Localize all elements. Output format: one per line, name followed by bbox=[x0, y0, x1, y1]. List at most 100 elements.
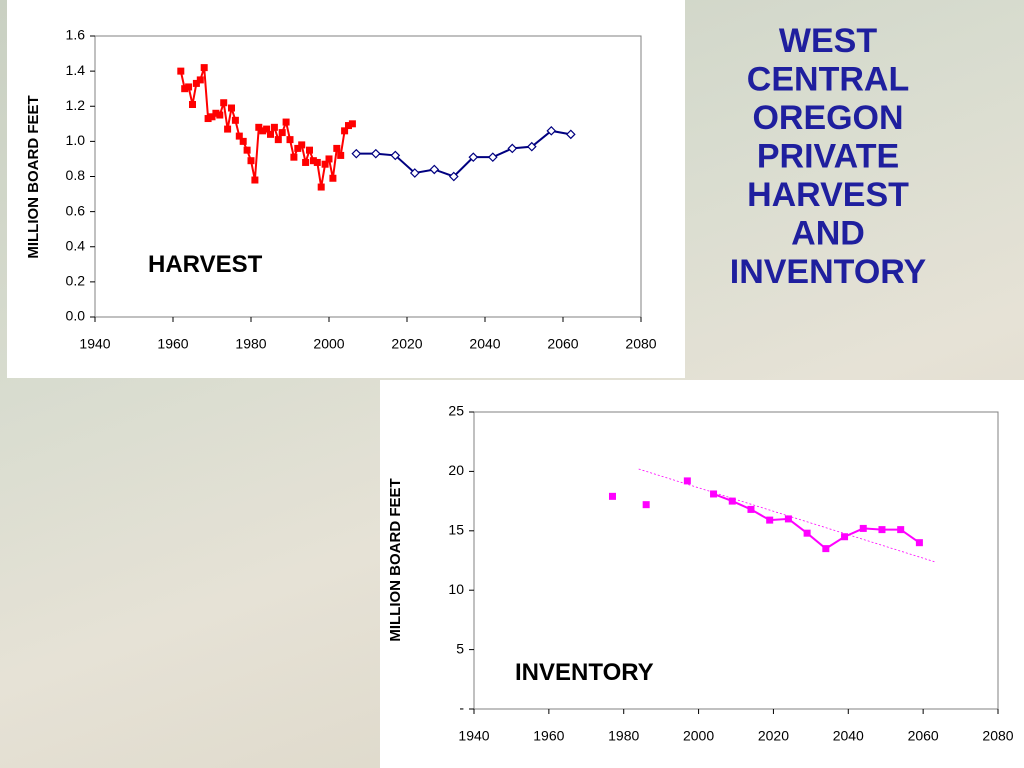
marker bbox=[278, 129, 286, 137]
x-tick-label: 2000 bbox=[313, 336, 344, 352]
marker bbox=[370, 148, 381, 159]
marker bbox=[196, 76, 204, 84]
marker bbox=[177, 67, 185, 75]
marker bbox=[429, 164, 440, 175]
marker bbox=[208, 113, 216, 121]
y-tick-label: - bbox=[459, 700, 464, 716]
marker bbox=[220, 99, 228, 107]
marker bbox=[263, 125, 271, 133]
marker bbox=[337, 151, 345, 159]
marker bbox=[341, 127, 349, 135]
marker bbox=[390, 150, 401, 161]
marker bbox=[185, 83, 193, 91]
x-tick-label: 2020 bbox=[391, 336, 422, 352]
marker bbox=[286, 136, 294, 144]
marker bbox=[897, 526, 905, 534]
marker bbox=[487, 152, 498, 163]
marker bbox=[348, 120, 356, 128]
marker bbox=[282, 118, 290, 126]
marker bbox=[526, 141, 537, 152]
marker bbox=[333, 144, 341, 152]
y-tick-label: 0.2 bbox=[66, 273, 86, 289]
y-tick-label: 1.2 bbox=[66, 97, 86, 113]
marker bbox=[822, 545, 830, 553]
marker bbox=[270, 123, 278, 131]
x-tick-label: 1940 bbox=[458, 728, 489, 744]
marker bbox=[298, 141, 306, 149]
y-tick-label: 5 bbox=[456, 640, 464, 656]
marker bbox=[859, 524, 867, 532]
y-tick-label: 25 bbox=[448, 403, 464, 419]
y-tick-label: 1.6 bbox=[66, 27, 86, 43]
y-tick-label: 0.4 bbox=[66, 237, 86, 253]
marker bbox=[321, 160, 329, 168]
marker bbox=[274, 136, 282, 144]
y-tick-label: 10 bbox=[448, 581, 464, 597]
marker bbox=[294, 144, 302, 152]
plot-area bbox=[473, 411, 999, 710]
marker bbox=[290, 153, 298, 161]
marker bbox=[448, 171, 459, 182]
y-axis-label: MILLION BOARD FEET bbox=[387, 478, 404, 641]
marker bbox=[915, 539, 923, 547]
marker bbox=[329, 174, 337, 182]
x-tick-label: 2080 bbox=[982, 728, 1013, 744]
marker bbox=[267, 130, 274, 138]
marker bbox=[306, 146, 313, 154]
marker bbox=[608, 492, 616, 500]
x-tick-label: 2060 bbox=[547, 336, 578, 352]
annotation: HARVEST bbox=[148, 251, 263, 278]
marker bbox=[255, 123, 263, 131]
x-tick-label: 1980 bbox=[235, 336, 266, 352]
plot-area bbox=[94, 35, 642, 318]
marker bbox=[546, 125, 557, 136]
marker bbox=[710, 490, 718, 498]
marker bbox=[841, 533, 849, 541]
annotation: INVENTORY bbox=[515, 659, 654, 686]
x-tick-label: 1960 bbox=[533, 728, 564, 744]
y-tick-label: 20 bbox=[448, 462, 464, 478]
marker bbox=[468, 152, 479, 163]
x-tick-label: 1980 bbox=[608, 728, 639, 744]
slide-title: WEST CENTRAL OREGON PRIVATE HARVEST AND INVENT… bbox=[730, 22, 927, 291]
marker bbox=[728, 497, 736, 505]
marker bbox=[192, 79, 200, 87]
y-tick-label: 15 bbox=[448, 522, 464, 538]
marker bbox=[204, 115, 212, 123]
x-tick-label: 2060 bbox=[908, 728, 939, 744]
marker bbox=[784, 515, 792, 523]
marker bbox=[507, 143, 518, 154]
y-tick-label: 0.0 bbox=[66, 308, 86, 324]
marker bbox=[228, 104, 235, 112]
marker bbox=[189, 100, 196, 108]
marker bbox=[216, 111, 224, 119]
marker bbox=[200, 64, 208, 72]
marker bbox=[239, 137, 247, 145]
x-tick-label: 2040 bbox=[469, 336, 500, 352]
marker bbox=[878, 526, 886, 534]
marker bbox=[243, 146, 251, 154]
marker bbox=[302, 158, 310, 166]
y-tick-label: 0.8 bbox=[66, 167, 86, 183]
y-tick-label: 0.6 bbox=[66, 202, 86, 218]
marker bbox=[251, 176, 259, 184]
marker bbox=[181, 85, 189, 93]
x-tick-label: 2000 bbox=[683, 728, 714, 744]
x-tick-label: 2080 bbox=[625, 336, 656, 352]
y-axis-label: MILLION BOARD FEET bbox=[25, 95, 42, 258]
marker bbox=[231, 116, 239, 124]
marker bbox=[212, 109, 220, 117]
marker bbox=[642, 501, 650, 509]
y-tick-label: 1.0 bbox=[66, 132, 86, 148]
marker bbox=[325, 155, 333, 163]
marker bbox=[683, 477, 691, 485]
marker bbox=[309, 157, 317, 165]
marker bbox=[345, 122, 352, 130]
marker bbox=[247, 157, 255, 165]
x-tick-label: 1960 bbox=[157, 336, 188, 352]
marker bbox=[766, 516, 774, 524]
x-tick-label: 1940 bbox=[79, 336, 110, 352]
x-tick-label: 2040 bbox=[833, 728, 864, 744]
